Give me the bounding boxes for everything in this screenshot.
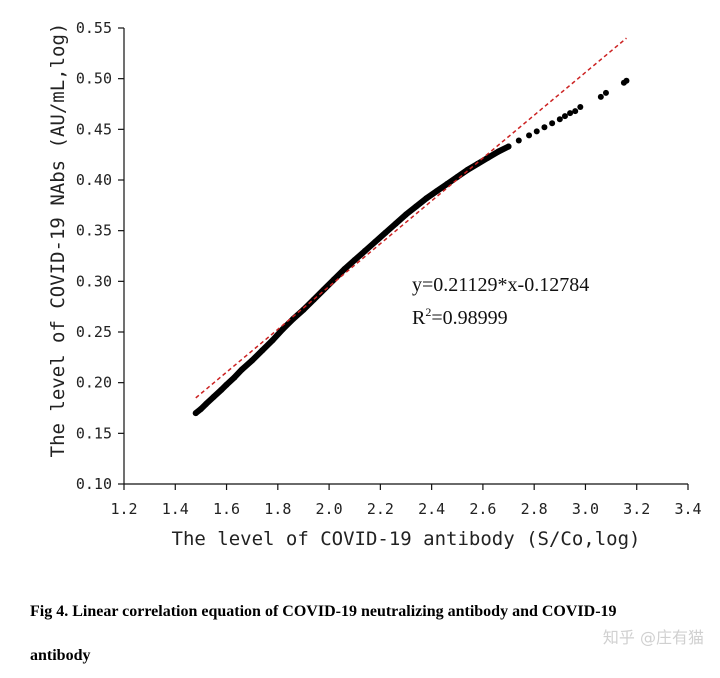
data-point	[231, 374, 238, 381]
chart: 1.2 1.4 1.6 1.8 2.0 2.2 2.4 2.6 2.8 3.0 3.2 3.4 0.1…	[47, 19, 702, 550]
data-point	[372, 238, 379, 245]
r-squared-label: R2=0.98999	[412, 305, 508, 329]
data-point	[433, 188, 440, 195]
watermark: 知乎 @庄有猫	[602, 628, 704, 647]
y-tick-label: 0.15	[76, 424, 112, 442]
data-point	[505, 143, 512, 150]
data-point	[269, 337, 276, 344]
x-axis-title: The level of COVID-19 antibody (S/Co,log…	[172, 528, 641, 550]
plot-area: 1.2 1.4 1.6 1.8 2.0 2.2 2.4 2.6 2.8 3.0 3.2 3.4 0.1…	[76, 19, 702, 518]
data-point	[259, 347, 266, 354]
data-point	[485, 154, 492, 161]
data-point	[597, 93, 604, 100]
data-point	[192, 410, 199, 417]
x-tick-label: 1.4	[162, 500, 189, 518]
data-point	[495, 148, 502, 155]
equation-label: y=0.21129*x-0.12784	[412, 274, 589, 296]
data-point	[577, 104, 584, 111]
data-point	[361, 247, 368, 254]
y-tick-label: 0.45	[76, 120, 112, 138]
y-tick-label: 0.35	[76, 222, 112, 240]
data-point	[382, 229, 389, 236]
data-point	[556, 116, 563, 123]
data-point	[549, 120, 556, 127]
x-tick-label: 3.2	[623, 500, 650, 518]
data-point	[197, 406, 204, 413]
y-ticks: 0.10 0.15 0.20 0.25 0.30 0.35 0.40 0.45 0.50 0.55	[76, 19, 124, 493]
data-point	[238, 366, 245, 373]
data-point	[290, 315, 297, 322]
r-superscript: 2	[425, 305, 431, 319]
x-tick-label: 2.2	[367, 500, 394, 518]
data-point	[602, 89, 609, 96]
y-tick-label: 0.55	[76, 19, 112, 37]
data-point	[300, 306, 307, 313]
fit-line	[195, 37, 627, 399]
data-point	[541, 124, 548, 131]
x-tick-label: 2.0	[316, 500, 343, 518]
data-point	[279, 325, 286, 332]
x-ticks: 1.2 1.4 1.6 1.8 2.0 2.2 2.4 2.6 2.8 3.0 3.2 3.4	[110, 484, 702, 518]
x-tick-label: 2.6	[469, 500, 496, 518]
x-tick-label: 2.4	[418, 500, 445, 518]
data-point	[203, 400, 210, 407]
data-point	[351, 257, 358, 264]
y-tick-label: 0.20	[76, 374, 112, 392]
data-point	[413, 203, 420, 210]
x-tick-label: 3.4	[674, 500, 701, 518]
data-point	[423, 195, 430, 202]
y-tick-label: 0.10	[76, 475, 112, 493]
figure-caption: Fig 4. Linear correlation equation of CO…	[30, 590, 670, 678]
data-point	[567, 110, 574, 117]
data-point	[526, 132, 533, 139]
data-point	[341, 266, 348, 273]
data-point	[454, 173, 461, 180]
data-points	[192, 77, 630, 417]
data-point	[561, 113, 568, 120]
caption-line-2: antibody	[30, 647, 91, 664]
data-point	[249, 357, 256, 364]
data-point	[223, 381, 230, 388]
data-point	[392, 220, 399, 227]
data-point	[572, 108, 579, 115]
data-point	[210, 393, 217, 400]
data-point	[403, 211, 409, 218]
data-point	[444, 181, 451, 188]
y-tick-label: 0.30	[76, 272, 112, 290]
caption-line-1: Fig 4. Linear correlation equation of CO…	[30, 603, 617, 620]
data-point	[515, 137, 522, 144]
x-tick-label: 1.8	[264, 500, 291, 518]
data-point	[218, 386, 225, 393]
y-tick-label: 0.25	[76, 323, 112, 341]
data-point	[623, 77, 630, 84]
x-tick-label: 3.0	[572, 500, 599, 518]
dense-point-band	[192, 143, 512, 417]
data-point	[474, 160, 481, 167]
x-tick-label: 2.8	[521, 500, 548, 518]
y-tick-label: 0.50	[76, 70, 112, 88]
r-symbol: R	[412, 307, 426, 329]
y-axis-title: The level of COVID-19 NAbs (AU/mL,log)	[47, 23, 69, 458]
x-tick-label: 1.2	[110, 500, 137, 518]
data-point	[320, 286, 327, 293]
y-tick-label: 0.40	[76, 171, 112, 189]
data-point	[533, 128, 540, 135]
r-value: =0.98999	[431, 307, 507, 329]
x-tick-label: 1.6	[213, 500, 240, 518]
